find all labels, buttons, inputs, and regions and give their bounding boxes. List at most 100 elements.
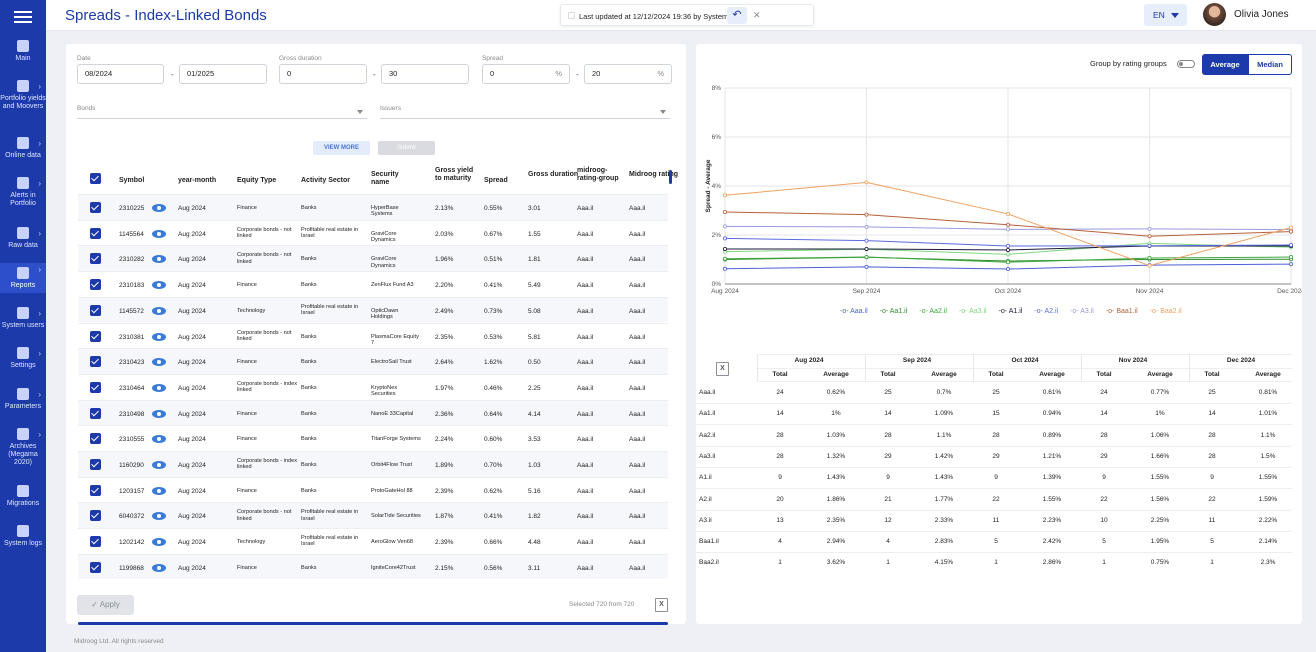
table-row[interactable]: 1203157 Aug 2024 Finance Banks ProtoGateHol …: [78, 476, 668, 503]
apply-button[interactable]: ✓ Apply: [77, 595, 134, 615]
column-header[interactable]: Spread: [484, 177, 508, 184]
legend-item[interactable]: -o- Aa3.il: [959, 308, 993, 315]
eye-icon[interactable]: [152, 383, 166, 392]
row-checkbox[interactable]: [90, 510, 101, 522]
legend-item[interactable]: -o- Baa1.il: [1106, 308, 1144, 315]
column-header[interactable]: Activity Sector: [301, 177, 351, 184]
eye-icon[interactable]: [152, 229, 166, 238]
table-row[interactable]: 1199868 Aug 2024 Finance Banks IgniteCore42T…: [78, 553, 668, 580]
eye-icon[interactable]: [152, 358, 166, 367]
column-header[interactable]: Symbol: [119, 177, 145, 184]
table-row[interactable]: 6040372 Aug 2024 Corporate bonds - not lin…: [78, 502, 668, 529]
row-checkbox[interactable]: [90, 484, 101, 496]
horizontal-scrollbar[interactable]: [78, 622, 668, 625]
sidebar-item-portfolio[interactable]: Portfolio yields and Moovers ›: [0, 80, 46, 111]
sidebar-item-migrations[interactable]: Migrations: [0, 485, 46, 508]
legend-item[interactable]: -o- Aa2.il: [919, 308, 953, 315]
column-header[interactable]: Gross duration: [528, 171, 579, 178]
table-row[interactable]: 2310555 Aug 2024 Finance Banks TitanForge Sy…: [78, 425, 668, 451]
legend-item[interactable]: -o- A1.il: [999, 308, 1029, 315]
legend-item[interactable]: -o- A3.il: [1070, 308, 1100, 315]
table-row[interactable]: 1145572 Aug 2024 Technology Profitable real…: [78, 296, 668, 323]
eye-icon[interactable]: [152, 538, 166, 547]
excel-export-icon[interactable]: X: [716, 362, 729, 376]
row-checkbox[interactable]: [90, 279, 101, 291]
sidebar-item-system[interactable]: System users ›: [0, 307, 46, 330]
eye-icon[interactable]: [152, 512, 166, 521]
sidebar-item-main[interactable]: Main: [0, 40, 46, 63]
sidebar-item-online[interactable]: Online data ›: [0, 137, 46, 160]
menu-icon[interactable]: [12, 8, 34, 24]
date-from-field[interactable]: 08/2024: [77, 64, 164, 84]
sidebar-item-settings[interactable]: Settings ›: [0, 347, 46, 370]
legend-item[interactable]: -o- Aa1.il: [880, 308, 914, 315]
column-header[interactable]: midroog-rating-group: [577, 167, 619, 182]
sidebar-item-archives[interactable]: Archives (Megama 2020) ›: [0, 428, 46, 467]
row-checkbox[interactable]: [90, 381, 101, 393]
gross-to-field[interactable]: 30: [381, 64, 469, 84]
eye-icon[interactable]: [152, 306, 166, 315]
table-row[interactable]: 2310183 Aug 2024 Finance Banks ZenFlux Fund …: [78, 271, 668, 297]
row-checkbox[interactable]: [90, 202, 101, 213]
date-to-field[interactable]: 01/2025: [179, 64, 267, 84]
column-header[interactable]: Gross yield to maturity: [435, 167, 474, 182]
table-row[interactable]: 1160290 Aug 2024 Corporate bonds - index l…: [78, 451, 668, 477]
spread-to-field[interactable]: 20%: [584, 64, 672, 84]
row-checkbox[interactable]: [90, 227, 101, 239]
column-header[interactable]: Equity Type: [237, 177, 277, 184]
eye-icon[interactable]: [152, 255, 166, 264]
table-row[interactable]: 1202142 Aug 2024 Technology Profitable real…: [78, 528, 668, 554]
spread-from-field[interactable]: 0%: [482, 64, 570, 84]
submit-button[interactable]: Submit: [378, 141, 435, 155]
median-button[interactable]: Median: [1248, 54, 1292, 75]
undo-icon[interactable]: ↶: [727, 7, 747, 24]
close-icon[interactable]: ✕: [753, 10, 761, 20]
table-row[interactable]: 2310464 Aug 2024 Corporate bonds - index l…: [78, 373, 668, 400]
column-header[interactable]: year-month: [178, 177, 217, 184]
table-row[interactable]: 1145564 Aug 2024 Corporate bonds - not lin…: [78, 219, 668, 246]
column-header[interactable]: Security name: [371, 171, 399, 186]
eye-icon[interactable]: [152, 204, 166, 212]
table-row[interactable]: 2310498 Aug 2024 Finance Banks NanoE 33Capit…: [78, 399, 668, 426]
bonds-select[interactable]: Bonds: [77, 105, 367, 119]
eye-icon[interactable]: [152, 486, 166, 495]
table-row[interactable]: 2310225 Aug 2024 Finance Banks HyperBase Sys…: [78, 194, 668, 220]
select-all-checkbox[interactable]: [90, 173, 101, 184]
table-row[interactable]: 2310282 Aug 2024 Corporate bonds - not lin…: [78, 245, 668, 272]
user-name[interactable]: Olivia Jones: [1234, 9, 1289, 20]
issuers-select[interactable]: Issuers: [380, 105, 670, 119]
sidebar-item-parameters[interactable]: Parameters ›: [0, 388, 46, 411]
legend-item[interactable]: -o- Aaa.il: [840, 308, 874, 315]
row-checkbox[interactable]: [90, 304, 101, 316]
row-checkbox[interactable]: [90, 433, 101, 445]
row-checkbox[interactable]: [90, 536, 101, 548]
excel-export-icon[interactable]: X: [655, 598, 668, 612]
sidebar-item-reports[interactable]: Reports ›: [0, 263, 46, 293]
row-checkbox[interactable]: [90, 253, 101, 265]
table-row[interactable]: 2310423 Aug 2024 Finance Banks ElectroSail T…: [78, 348, 668, 374]
sidebar-item-alerts[interactable]: Alerts in Portfolio ›: [0, 177, 46, 208]
table-row[interactable]: 2310381 Aug 2024 Corporate bonds - not lin…: [78, 322, 668, 349]
view-more-button[interactable]: VIEW MORE: [313, 141, 370, 155]
eye-icon[interactable]: [152, 332, 166, 341]
column-header[interactable]: Midroog rating: [629, 171, 678, 178]
row-checkbox[interactable]: [90, 356, 101, 368]
row-checkbox[interactable]: [90, 561, 101, 573]
sidebar-item-raw[interactable]: Raw data ›: [0, 227, 46, 250]
average-button[interactable]: Average: [1202, 54, 1248, 75]
eye-icon[interactable]: [152, 461, 166, 469]
sidebar-item-system[interactable]: System logs: [0, 525, 46, 548]
language-select[interactable]: EN: [1144, 4, 1187, 26]
eye-icon[interactable]: [152, 409, 166, 418]
vertical-scrollbar[interactable]: [669, 170, 672, 184]
group-toggle[interactable]: [1177, 60, 1195, 68]
legend-item[interactable]: -o- Baa2.il: [1150, 308, 1188, 315]
row-checkbox[interactable]: [90, 330, 101, 342]
row-checkbox[interactable]: [90, 459, 101, 470]
eye-icon[interactable]: [152, 435, 166, 444]
gross-from-field[interactable]: 0: [279, 64, 367, 84]
eye-icon[interactable]: [152, 281, 166, 290]
eye-icon[interactable]: [152, 563, 166, 572]
avatar[interactable]: [1203, 3, 1226, 26]
legend-item[interactable]: -o- A2.il: [1034, 308, 1064, 315]
